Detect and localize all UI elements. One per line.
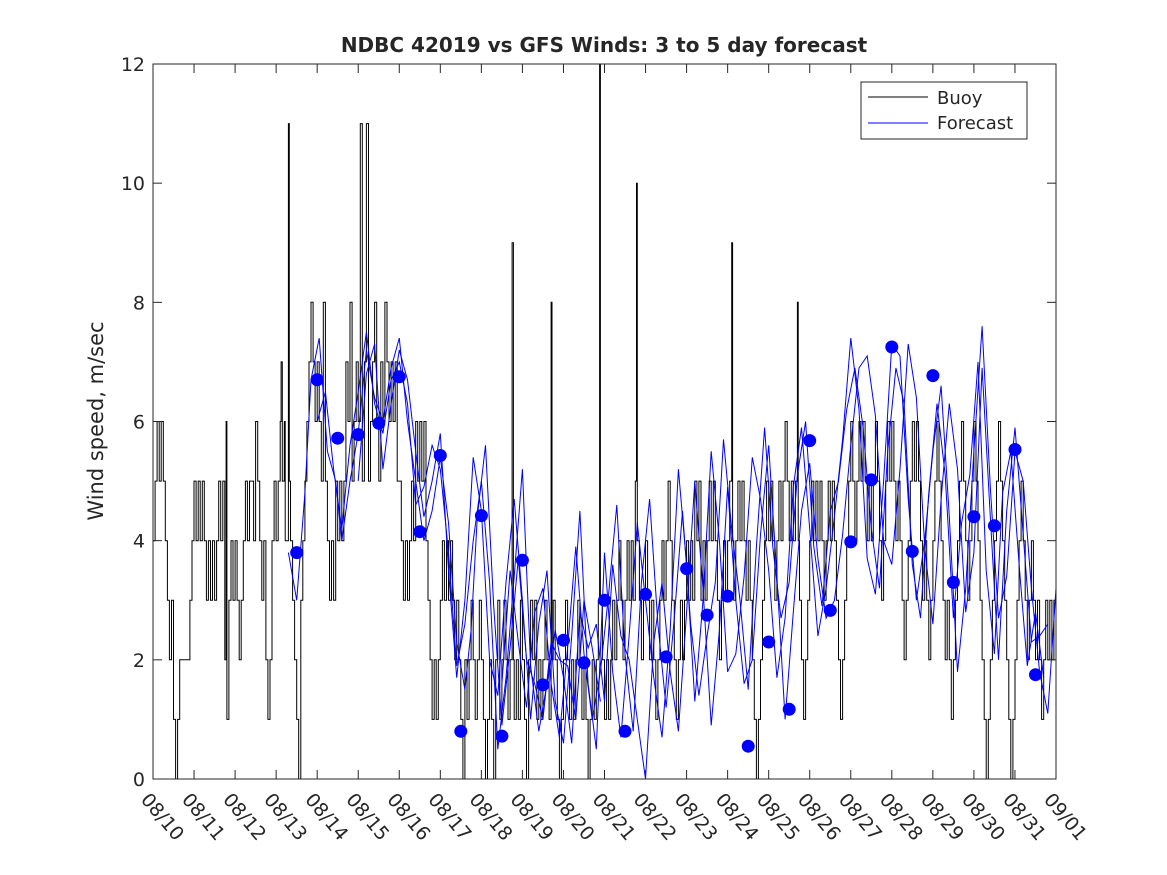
y-tick-label: 8 bbox=[133, 292, 145, 314]
y-tick-label: 10 bbox=[121, 173, 145, 195]
forecast-marker bbox=[823, 603, 837, 617]
y-axis: 0 2 4 6 8 10 12 bbox=[121, 54, 1056, 791]
y-tick-label: 12 bbox=[121, 54, 145, 76]
forecast-marker bbox=[515, 553, 529, 567]
forecast-marker bbox=[864, 473, 878, 487]
y-tick-label: 6 bbox=[133, 412, 145, 434]
forecast-marker bbox=[639, 587, 652, 601]
forecast-marker bbox=[557, 633, 570, 647]
forecast-marker bbox=[782, 702, 796, 716]
forecast-marker bbox=[474, 509, 488, 523]
forecast-marker bbox=[331, 431, 345, 445]
legend-forecast-label: Forecast bbox=[937, 113, 1013, 134]
y-tick-label: 2 bbox=[133, 650, 145, 672]
legend-box bbox=[860, 81, 1028, 140]
forecast-marker bbox=[1029, 668, 1042, 682]
forecast-marker bbox=[926, 369, 940, 383]
y-tick-label: 0 bbox=[133, 769, 145, 791]
forecast-marker bbox=[987, 519, 1001, 533]
forecast-marker bbox=[844, 535, 858, 549]
forecast-marker bbox=[577, 656, 591, 670]
forecast-marker bbox=[290, 546, 304, 560]
legend-buoy-label: Buoy bbox=[937, 88, 983, 109]
forecast-marker bbox=[1008, 443, 1022, 456]
forecast-marker bbox=[659, 650, 673, 664]
forecast-marker bbox=[413, 525, 427, 539]
forecast-marker bbox=[762, 635, 776, 649]
forecast-marker bbox=[454, 724, 468, 738]
forecast-marker bbox=[351, 428, 365, 442]
forecast-marker bbox=[946, 575, 960, 589]
forecast-marker bbox=[433, 449, 447, 462]
forecast-marker bbox=[967, 510, 981, 524]
forecast-series-line-3 bbox=[357, 326, 1057, 750]
forecast-marker bbox=[618, 724, 632, 738]
forecast-marker bbox=[700, 608, 714, 622]
series-layer bbox=[153, 63, 1057, 780]
forecast-marker bbox=[598, 593, 611, 607]
forecast-marker bbox=[680, 562, 694, 576]
forecast-marker bbox=[885, 340, 899, 354]
forecast-series-line-4 bbox=[501, 361, 1045, 738]
chart-title: NDBC 42019 vs GFS Winds: 3 to 5 day fore… bbox=[341, 33, 868, 57]
forecast-marker bbox=[310, 373, 324, 387]
forecast-marker bbox=[721, 589, 735, 603]
forecast-series-line-2 bbox=[316, 332, 1049, 780]
forecast-marker bbox=[905, 544, 919, 558]
forecast-marker bbox=[392, 370, 406, 384]
y-tick-label: 4 bbox=[133, 531, 145, 553]
forecast-marker bbox=[803, 434, 817, 448]
forecast-marker bbox=[741, 739, 755, 753]
forecast-marker bbox=[536, 678, 550, 692]
forecast-marker bbox=[372, 416, 386, 430]
legend: Buoy Forecast bbox=[860, 81, 1028, 140]
forecast-marker bbox=[495, 729, 509, 743]
y-axis-label: Wind speed, m/sec bbox=[84, 321, 108, 520]
